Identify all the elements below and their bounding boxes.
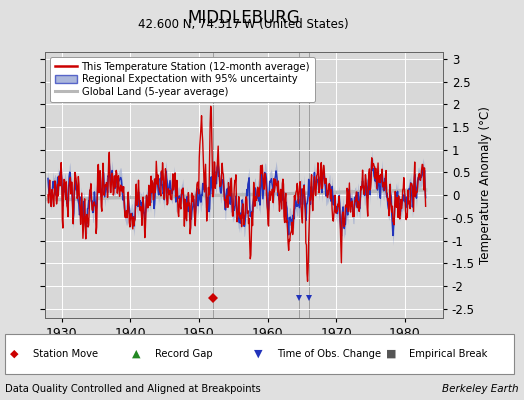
Text: Empirical Break: Empirical Break	[409, 349, 488, 359]
Text: ■: ■	[386, 349, 397, 359]
Y-axis label: Temperature Anomaly (°C): Temperature Anomaly (°C)	[479, 106, 492, 264]
Text: Data Quality Controlled and Aligned at Breakpoints: Data Quality Controlled and Aligned at B…	[5, 384, 261, 394]
Text: Time of Obs. Change: Time of Obs. Change	[277, 349, 381, 359]
Text: Berkeley Earth: Berkeley Earth	[442, 384, 519, 394]
Text: ◆: ◆	[10, 349, 19, 359]
Text: MIDDLEBURG: MIDDLEBURG	[187, 9, 300, 27]
Legend: This Temperature Station (12-month average), Regional Expectation with 95% uncer: This Temperature Station (12-month avera…	[50, 57, 315, 102]
Text: ▼: ▼	[254, 349, 263, 359]
Text: ▲: ▲	[132, 349, 141, 359]
Text: Record Gap: Record Gap	[155, 349, 213, 359]
FancyBboxPatch shape	[5, 334, 514, 374]
Text: Station Move: Station Move	[33, 349, 99, 359]
Text: 42.600 N, 74.317 W (United States): 42.600 N, 74.317 W (United States)	[138, 18, 349, 31]
